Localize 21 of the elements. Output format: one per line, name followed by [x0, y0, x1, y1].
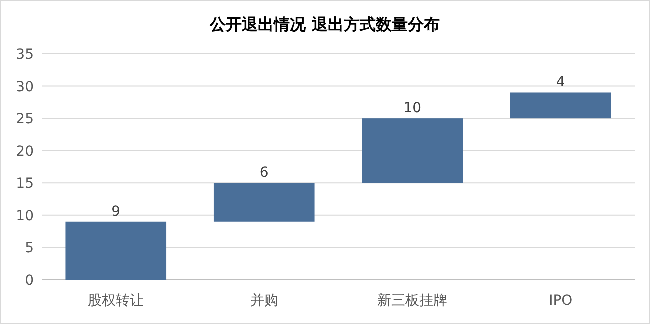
data-label: 10 — [404, 100, 422, 117]
data-label: 4 — [556, 74, 566, 91]
y-tick-label: 20 — [16, 144, 34, 160]
y-tick-label: 25 — [16, 112, 34, 128]
y-tick-label: 10 — [16, 208, 34, 224]
y-tick-label: 35 — [16, 47, 34, 63]
x-tick-label: IPO — [549, 293, 573, 309]
chart-title: 公开退出情况 退出方式数量分布 — [209, 15, 440, 34]
data-label: 9 — [112, 204, 121, 220]
bar — [66, 222, 167, 280]
x-tick-label: 新三板挂牌 — [378, 293, 448, 309]
y-tick-label: 15 — [16, 176, 34, 192]
bar — [362, 118, 464, 184]
data-label: 6 — [260, 165, 269, 182]
bar — [214, 183, 315, 222]
y-tick-label: 0 — [25, 273, 34, 289]
bar — [510, 92, 612, 119]
x-tick-label: 并购 — [250, 293, 278, 309]
y-tick-label: 30 — [16, 79, 34, 96]
y-tick-label: 5 — [25, 240, 34, 257]
x-tick-label: 股权转让 — [88, 293, 144, 309]
